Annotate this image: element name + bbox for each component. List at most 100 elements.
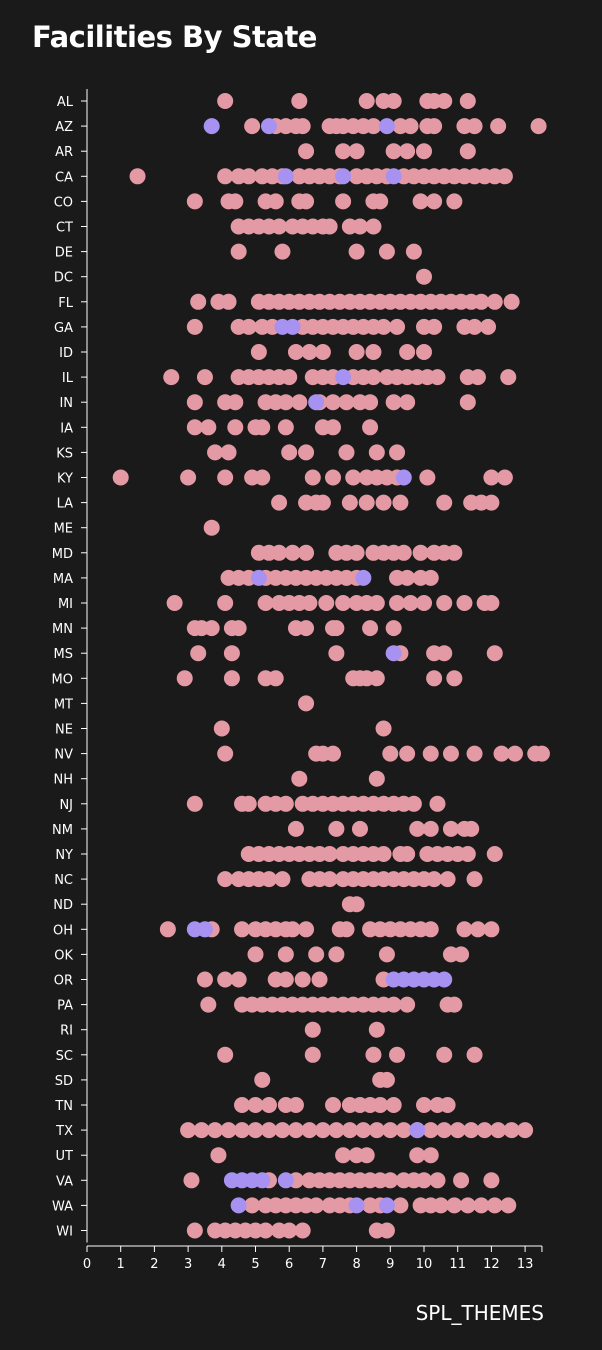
data-point <box>234 1097 251 1113</box>
data-point <box>459 394 476 411</box>
data-point <box>203 620 220 637</box>
data-point <box>368 444 385 461</box>
y-tick-label: MT <box>54 697 73 712</box>
data-point <box>348 143 365 160</box>
data-point <box>254 419 271 436</box>
data-point <box>298 444 315 461</box>
data-point <box>480 318 497 335</box>
data-point <box>503 1122 520 1139</box>
data-point <box>362 419 379 436</box>
data-point <box>227 193 244 210</box>
data-point <box>338 921 355 938</box>
data-point <box>486 645 503 662</box>
data-point <box>318 595 335 611</box>
data-point <box>439 871 456 888</box>
data-point <box>291 770 308 787</box>
data-point <box>311 971 328 988</box>
y-tick-label: DE <box>55 246 73 261</box>
data-point <box>183 1172 200 1189</box>
data-point <box>375 494 392 511</box>
y-tick-label: IN <box>59 396 73 411</box>
data-point <box>203 118 220 135</box>
data-point <box>335 193 352 210</box>
data-point <box>459 846 476 862</box>
data-point <box>281 369 298 386</box>
data-point <box>385 645 402 662</box>
data-point <box>385 394 402 411</box>
data-point <box>220 293 237 310</box>
data-point <box>284 921 301 938</box>
data-point <box>294 1222 311 1239</box>
data-point <box>506 745 523 762</box>
y-axis: AL AZ AR CA CO CT DE DC FL GA ID IL IN IA KS KY LA ME MD MA… <box>52 89 88 1243</box>
data-point <box>112 469 129 486</box>
y-tick-label: AR <box>55 145 73 160</box>
data-point <box>382 745 399 762</box>
data-point <box>240 168 257 185</box>
data-point <box>483 595 500 611</box>
data-point <box>395 1122 412 1139</box>
y-tick-label: PA <box>57 999 73 1014</box>
data-point <box>338 394 355 411</box>
data-point <box>230 971 247 988</box>
data-point <box>277 795 294 812</box>
data-point <box>436 1046 453 1063</box>
data-point <box>321 218 338 235</box>
x-axis-title: SPL_THEMES <box>416 1301 544 1325</box>
data-point <box>426 193 443 210</box>
data-point <box>385 93 402 109</box>
data-point <box>217 93 234 109</box>
y-tick-label: AZ <box>55 120 73 135</box>
y-tick-label: LA <box>57 497 74 512</box>
data-point <box>351 218 368 235</box>
data-point <box>385 168 402 185</box>
data-point <box>230 1197 247 1214</box>
y-tick-label: SD <box>55 1074 73 1089</box>
data-point <box>419 469 436 486</box>
data-point <box>271 218 288 235</box>
y-tick-label: WI <box>56 1225 73 1240</box>
data-point <box>490 1122 507 1139</box>
data-point <box>378 946 395 963</box>
data-point <box>395 469 412 486</box>
data-point <box>362 620 379 637</box>
data-point <box>335 595 352 611</box>
y-tick-label: WA <box>52 1199 73 1214</box>
data-point <box>217 745 234 762</box>
data-point <box>382 1172 399 1189</box>
data-point <box>351 820 368 837</box>
data-point <box>348 1197 365 1214</box>
data-point <box>409 1147 426 1164</box>
data-point <box>207 1122 224 1139</box>
data-point <box>328 620 345 637</box>
data-point <box>372 1097 389 1113</box>
data-point <box>378 1197 395 1214</box>
data-point <box>365 344 382 360</box>
data-point <box>196 971 213 988</box>
x-tick-label: 1 <box>117 1257 125 1272</box>
data-point <box>459 1197 476 1214</box>
data-point <box>446 1197 463 1214</box>
data-point <box>503 293 520 310</box>
data-point <box>399 569 416 586</box>
data-point <box>287 820 304 837</box>
data-point <box>389 444 406 461</box>
data-point <box>365 118 382 135</box>
y-tick-label: RI <box>60 1024 73 1039</box>
data-point <box>227 419 244 436</box>
data-point <box>240 318 257 335</box>
data-point <box>217 595 234 611</box>
x-tick-label: 7 <box>319 1257 327 1272</box>
data-point <box>436 595 453 611</box>
data-point <box>308 1197 325 1214</box>
data-point <box>341 494 358 511</box>
data-point <box>486 1197 503 1214</box>
data-point <box>129 168 146 185</box>
x-axis: 0 1 2 3 4 5 6 7 8 9 10 11 12 13 <box>83 1245 543 1272</box>
data-point <box>308 394 325 411</box>
data-point <box>338 444 355 461</box>
data-point <box>469 369 486 386</box>
y-tick-label: CT <box>56 221 73 236</box>
data-point <box>298 143 315 160</box>
y-tick-label: IL <box>62 371 74 386</box>
